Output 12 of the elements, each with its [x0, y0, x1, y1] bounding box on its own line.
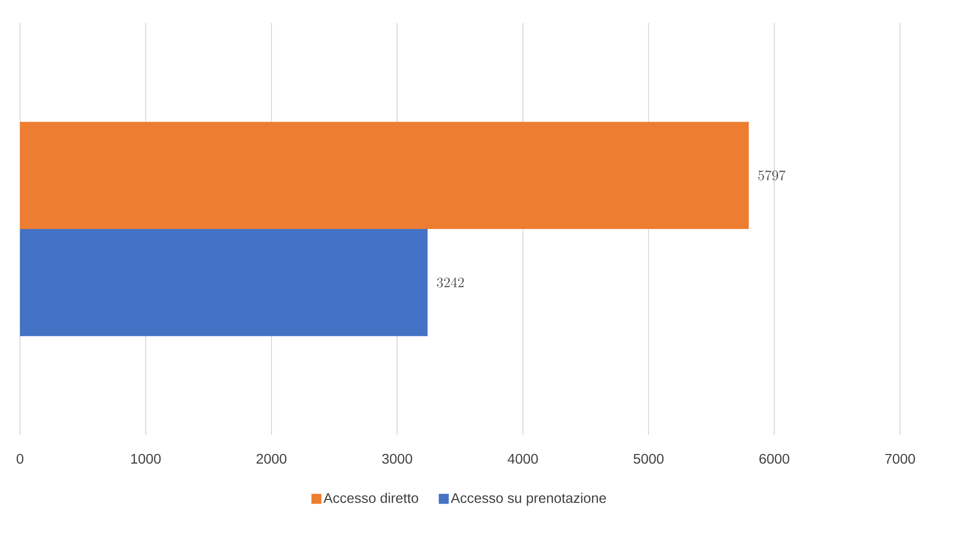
- legend-label: Accesso diretto: [323, 492, 418, 503]
- x-tick-label: 2000: [256, 454, 286, 464]
- x-tick-label: 6000: [759, 454, 790, 464]
- data-label: 3242: [437, 277, 464, 288]
- x-tick-label: 3000: [382, 454, 412, 464]
- data-label: 5797: [758, 170, 786, 180]
- x-tick-label: 1000: [131, 454, 161, 464]
- x-tick-label: 0: [16, 454, 24, 464]
- x-tick-label: 4000: [508, 454, 538, 464]
- legend-label: Accesso su prenotazione: [450, 492, 606, 506]
- x-tick-label: 7000: [885, 454, 915, 464]
- x-tick-label: 5000: [634, 454, 664, 464]
